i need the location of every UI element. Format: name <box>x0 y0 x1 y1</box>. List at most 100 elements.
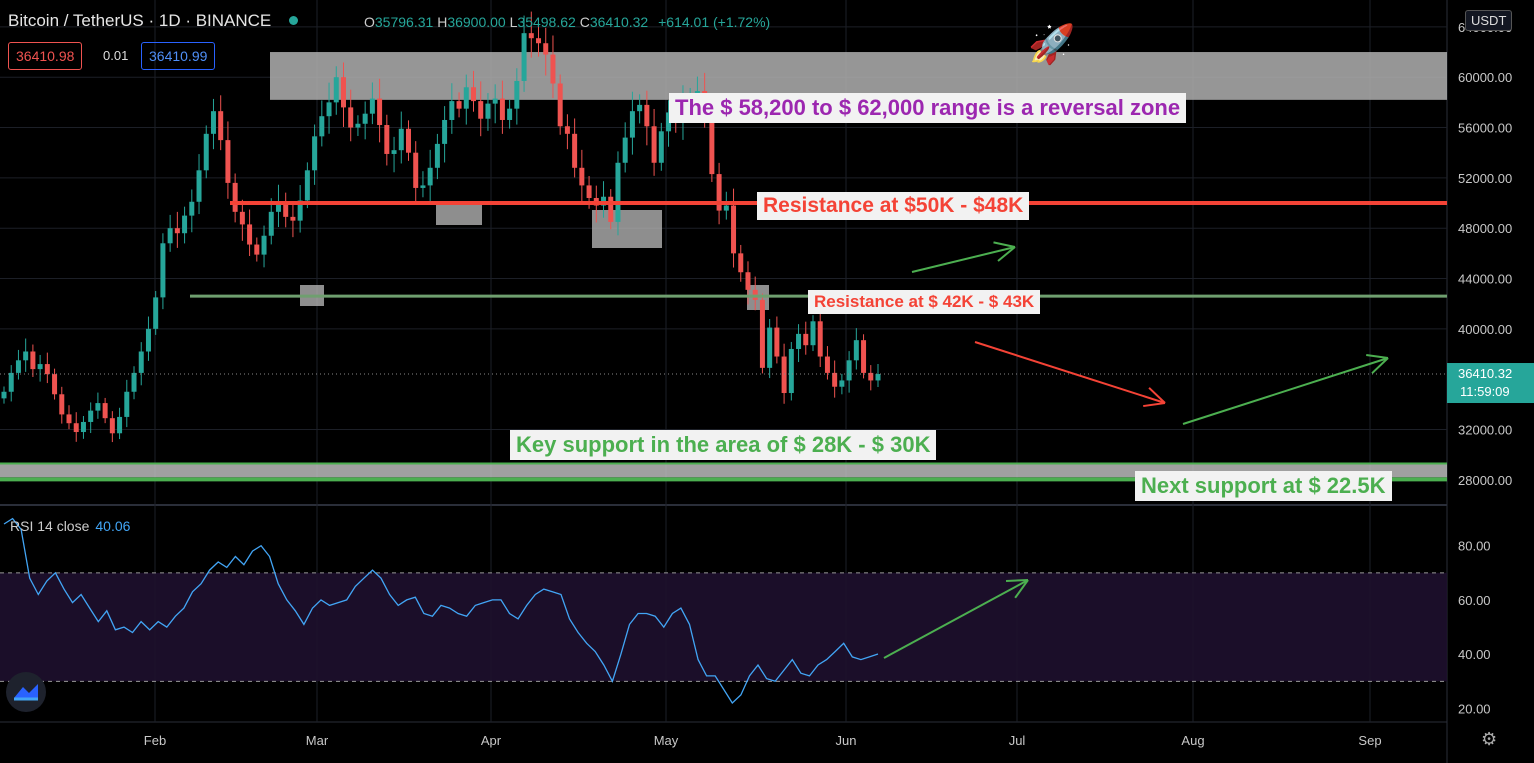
price-tag-countdown: 11:59:09 <box>1460 384 1510 399</box>
candle-body <box>326 102 332 117</box>
x-tick-label: Aug <box>1181 733 1204 748</box>
x-tick-label: Feb <box>144 733 166 748</box>
up-arrow-head <box>1371 357 1389 374</box>
high-label: H <box>437 14 448 30</box>
x-tick-label: Jun <box>836 733 857 748</box>
candle-body <box>102 403 108 419</box>
price-zones <box>0 52 1447 482</box>
candle-body <box>348 107 354 128</box>
candle-body <box>283 201 289 217</box>
candle-body <box>456 101 462 109</box>
candle-body <box>319 116 325 137</box>
spread-value: 0.01 <box>103 48 129 63</box>
candle-body <box>391 150 397 154</box>
candle-body <box>297 200 303 221</box>
candle-body <box>1 391 7 399</box>
candle-body <box>658 131 664 163</box>
candle-body <box>333 77 339 103</box>
candle-body <box>239 211 245 225</box>
candle-body <box>608 196 614 222</box>
close-label: C <box>579 14 590 30</box>
trend-arrows <box>883 241 1389 659</box>
candle-body <box>579 167 585 186</box>
candle-body <box>340 77 346 108</box>
market-status-icon <box>289 16 299 25</box>
rsi-legend[interactable]: RSI 14 close 40.06 <box>10 518 130 534</box>
candle-body <box>420 185 426 188</box>
chart-annotation: Resistance at $ 42K - $ 43K <box>808 290 1041 314</box>
candle-body <box>124 391 130 417</box>
candle-body <box>442 119 448 144</box>
candle-body <box>586 185 592 198</box>
price-tag-value: 36410.32 <box>1458 366 1512 381</box>
candle-body <box>774 327 780 357</box>
chart-annotation: Next support at $ 22.5K <box>1135 471 1392 501</box>
x-tick-label: Apr <box>481 733 502 748</box>
close-value: 36410.32 <box>589 14 649 30</box>
candle-body <box>44 364 50 375</box>
change-value: +614.01 (+1.72%) <box>658 14 771 30</box>
candle-body <box>377 98 383 126</box>
symbol-title[interactable]: Bitcoin / TetherUS · 1D · BINANCE <box>8 11 306 31</box>
candle-body <box>507 108 513 120</box>
candle-body <box>759 299 765 368</box>
candle-body <box>723 205 729 211</box>
up-arrow-head <box>993 241 1016 248</box>
y-tick-label: 32000.00 <box>1458 423 1512 438</box>
candle-body <box>471 87 477 102</box>
settings-icon[interactable]: ⚙ <box>1481 729 1498 749</box>
candle-body <box>8 372 14 392</box>
up-arrow <box>1182 357 1389 425</box>
candle-body <box>861 340 867 373</box>
candle-body <box>167 228 173 244</box>
candle-body <box>109 418 115 434</box>
sell-button[interactable]: 36410.98 <box>8 42 83 70</box>
candle-body <box>59 394 65 415</box>
candle-body <box>622 137 628 163</box>
candle-body <box>203 133 209 171</box>
candle-body <box>218 111 224 141</box>
candle-body <box>304 170 310 201</box>
up-arrow <box>911 246 1016 273</box>
candle-body <box>312 136 318 171</box>
buy-button[interactable]: 36410.99 <box>141 42 216 70</box>
candle-body <box>30 351 36 370</box>
axes: FebMarAprMayJunJulAugSep64000.0060000.00… <box>144 20 1534 748</box>
candle-body <box>781 356 787 394</box>
candle-body <box>738 253 744 273</box>
y-tick-label: 48000.00 <box>1458 221 1512 236</box>
candle-body <box>463 87 469 109</box>
rsi-y-tick-label: 20.00 <box>1458 701 1491 716</box>
candle-body <box>52 374 58 395</box>
candle-body <box>247 224 253 245</box>
candle-body <box>196 170 202 202</box>
candle-body <box>225 140 231 183</box>
candle-body <box>88 410 94 422</box>
candle-body <box>615 162 621 222</box>
high-value: 36900.00 <box>447 14 506 30</box>
rsi-value: 40.06 <box>95 518 131 534</box>
candle-body <box>536 38 542 44</box>
candle-body <box>557 83 563 127</box>
rsi-y-tick-label: 60.00 <box>1458 593 1491 608</box>
candle-body <box>153 297 159 329</box>
candle-body <box>875 374 881 381</box>
currency-button[interactable]: USDT <box>1465 10 1513 31</box>
up-arrow-head <box>997 246 1016 262</box>
candle-body <box>572 133 578 168</box>
candle-body <box>492 98 498 104</box>
candle-body <box>853 340 859 361</box>
tradingview-logo-icon[interactable] <box>6 672 46 712</box>
candle-body <box>275 201 281 212</box>
candle-body <box>637 104 643 112</box>
candle-body <box>803 333 809 346</box>
rsi-y-tick-label: 80.00 <box>1458 539 1491 554</box>
candle-body <box>767 327 773 368</box>
chart-annotation: The $ 58,200 to $ 62,000 range is a reve… <box>669 93 1187 123</box>
candle-body <box>868 372 874 381</box>
candle-body <box>543 43 549 55</box>
open-value: 35796.31 <box>374 14 434 30</box>
candle-body <box>66 414 72 424</box>
candle-body <box>434 143 440 168</box>
candle-body <box>839 380 845 387</box>
